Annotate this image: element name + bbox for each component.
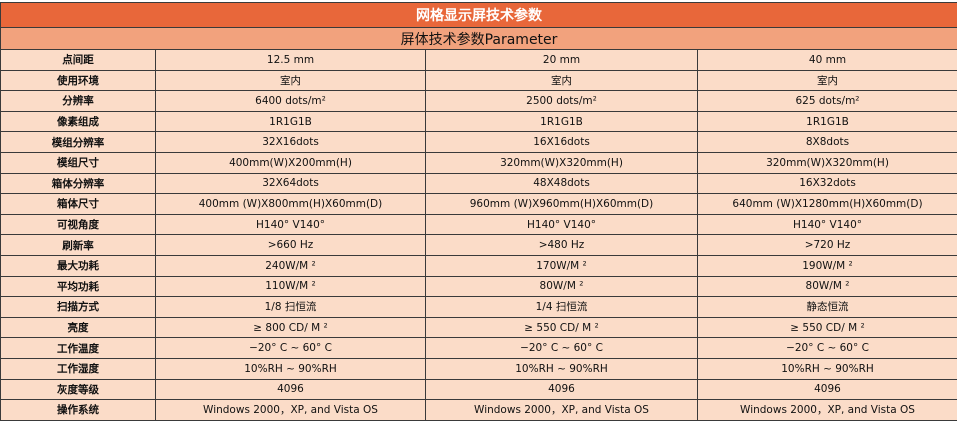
cell-value: 640mm (W)X1280mm(H)X60mm(D) (697, 193, 957, 215)
table-row: 扫描方式 1/8 扫恒流 1/4 扫恒流 静态恒流 (0, 296, 957, 318)
row-label: 分辨率 (0, 90, 156, 112)
cell-value: 110W/M ² (155, 275, 426, 298)
cell-value: 960mm (W)X960mm(H)X60mm(D) (425, 193, 698, 215)
row-label: 平均功耗 (0, 275, 156, 298)
cell-value: 320mm(W)X320mm(H) (697, 151, 957, 174)
table-row: 操作系统 Windows 2000，XP, and Vista OS Windows… (0, 399, 957, 421)
row-label: 亮度 (0, 316, 156, 339)
row-label: 箱体分辨率 (0, 172, 156, 195)
cell-value: H140° V140° (155, 213, 426, 236)
row-label: 可视角度 (0, 213, 156, 236)
table-row: 刷新率 >660 Hz >480 Hz >720 Hz (0, 234, 957, 256)
table-row: 模组尺寸 400mm(W)X200mm(H) 320mm(W)X320mm(H) 32… (0, 151, 957, 174)
cell-value: 2500 dots/m² (425, 90, 698, 112)
cell-value: 625 dots/m² (697, 90, 957, 112)
table-row: 最大功耗 240W/M ² 170W/M ² 190W/M ² (0, 254, 957, 277)
row-label: 操作系统 (0, 399, 156, 421)
row-label: 模组分辨率 (0, 131, 156, 153)
spec-table: 网格显示屏技术参数 屏体技术参数Parameter 点间距 12.5 mm 20 m… (0, 2, 957, 421)
cell-value: 20 mm (425, 49, 698, 71)
row-label: 像素组成 (0, 110, 156, 133)
cell-value: ≥ 800 CD/ M ² (155, 316, 426, 339)
row-label: 使用环境 (0, 69, 156, 92)
cell-value: 1R1G1B (697, 110, 957, 133)
row-label: 最大功耗 (0, 254, 156, 277)
table-row: 箱体分辨率 32X64dots 48X48dots 16X32dots (0, 172, 957, 195)
cell-value: 室内 (425, 69, 698, 92)
cell-value: 400mm(W)X200mm(H) (155, 151, 426, 174)
cell-value: H140° V140° (425, 213, 698, 236)
cell-value: 320mm(W)X320mm(H) (425, 151, 698, 174)
cell-value: 10%RH ~ 90%RH (155, 357, 426, 380)
cell-value: 6400 dots/m² (155, 90, 426, 112)
cell-value: 80W/M ² (425, 275, 698, 298)
cell-value: 8X8dots (697, 131, 957, 153)
cell-value: >660 Hz (155, 234, 426, 256)
cell-value: >480 Hz (425, 234, 698, 256)
cell-value: 400mm (W)X800mm(H)X60mm(D) (155, 193, 426, 215)
cell-value: >720 Hz (697, 234, 957, 256)
cell-value: −20° C ~ 60° C (697, 337, 957, 359)
cell-value: 190W/M ² (697, 254, 957, 277)
cell-value: H140° V140° (697, 213, 957, 236)
cell-value: 48X48dots (425, 172, 698, 195)
table-row: 分辨率 6400 dots/m² 2500 dots/m² 625 dots/m² (0, 90, 957, 112)
cell-value: 4096 (697, 378, 957, 401)
row-label: 点间距 (0, 49, 156, 71)
table-row: 工作温度 −20° C ~ 60° C −20° C ~ 60° C −20° C ~… (0, 337, 957, 359)
table-row: 像素组成 1R1G1B 1R1G1B 1R1G1B (0, 110, 957, 133)
cell-value: 室内 (155, 69, 426, 92)
cell-value: −20° C ~ 60° C (425, 337, 698, 359)
cell-value: −20° C ~ 60° C (155, 337, 426, 359)
cell-value: 静态恒流 (697, 296, 957, 318)
cell-value: 4096 (155, 378, 426, 401)
cell-value: 32X16dots (155, 131, 426, 153)
table-row: 灰度等级 4096 4096 4096 (0, 378, 957, 401)
table-row: 工作湿度 10%RH ~ 90%RH 10%RH ~ 90%RH 10%RH ~ 90… (0, 357, 957, 380)
row-label: 扫描方式 (0, 296, 156, 318)
row-label: 工作温度 (0, 337, 156, 359)
cell-value: 1R1G1B (155, 110, 426, 133)
cell-value: 1/8 扫恒流 (155, 296, 426, 318)
table-row: 平均功耗 110W/M ² 80W/M ² 80W/M ² (0, 275, 957, 298)
table-row: 可视角度 H140° V140° H140° V140° H140° V140° (0, 213, 957, 236)
table-title: 网格显示屏技术参数 (0, 2, 957, 28)
row-label: 模组尺寸 (0, 151, 156, 174)
cell-value: 12.5 mm (155, 49, 426, 71)
cell-value: 16X32dots (697, 172, 957, 195)
table-row: 使用环境 室内 室内 室内 (0, 69, 957, 92)
cell-value: 1R1G1B (425, 110, 698, 133)
cell-value: 80W/M ² (697, 275, 957, 298)
cell-value: 室内 (697, 69, 957, 92)
table-row: 点间距 12.5 mm 20 mm 40 mm (0, 49, 957, 71)
cell-value: 10%RH ~ 90%RH (425, 357, 698, 380)
cell-value: 4096 (425, 378, 698, 401)
row-label: 灰度等级 (0, 378, 156, 401)
cell-value: Windows 2000，XP, and Vista OS (425, 399, 698, 421)
table-row: 模组分辨率 32X16dots 16X16dots 8X8dots (0, 131, 957, 153)
cell-value: 32X64dots (155, 172, 426, 195)
cell-value: Windows 2000，XP, and Vista OS (155, 399, 426, 421)
cell-value: ≥ 550 CD/ M ² (425, 316, 698, 339)
cell-value: 1/4 扫恒流 (425, 296, 698, 318)
cell-value: 40 mm (697, 49, 957, 71)
cell-value: 16X16dots (425, 131, 698, 153)
table-row: 箱体尺寸 400mm (W)X800mm(H)X60mm(D) 960mm (W)X… (0, 193, 957, 215)
cell-value: Windows 2000，XP, and Vista OS (697, 399, 957, 421)
row-label: 箱体尺寸 (0, 193, 156, 215)
cell-value: ≥ 550 CD/ M ² (697, 316, 957, 339)
table-subtitle: 屏体技术参数Parameter (0, 27, 957, 50)
table-row: 亮度 ≥ 800 CD/ M ² ≥ 550 CD/ M ² ≥ 550 CD/ M … (0, 316, 957, 339)
row-label: 工作湿度 (0, 357, 156, 380)
cell-value: 240W/M ² (155, 254, 426, 277)
row-label: 刷新率 (0, 234, 156, 256)
cell-value: 170W/M ² (425, 254, 698, 277)
cell-value: 10%RH ~ 90%RH (697, 357, 957, 380)
